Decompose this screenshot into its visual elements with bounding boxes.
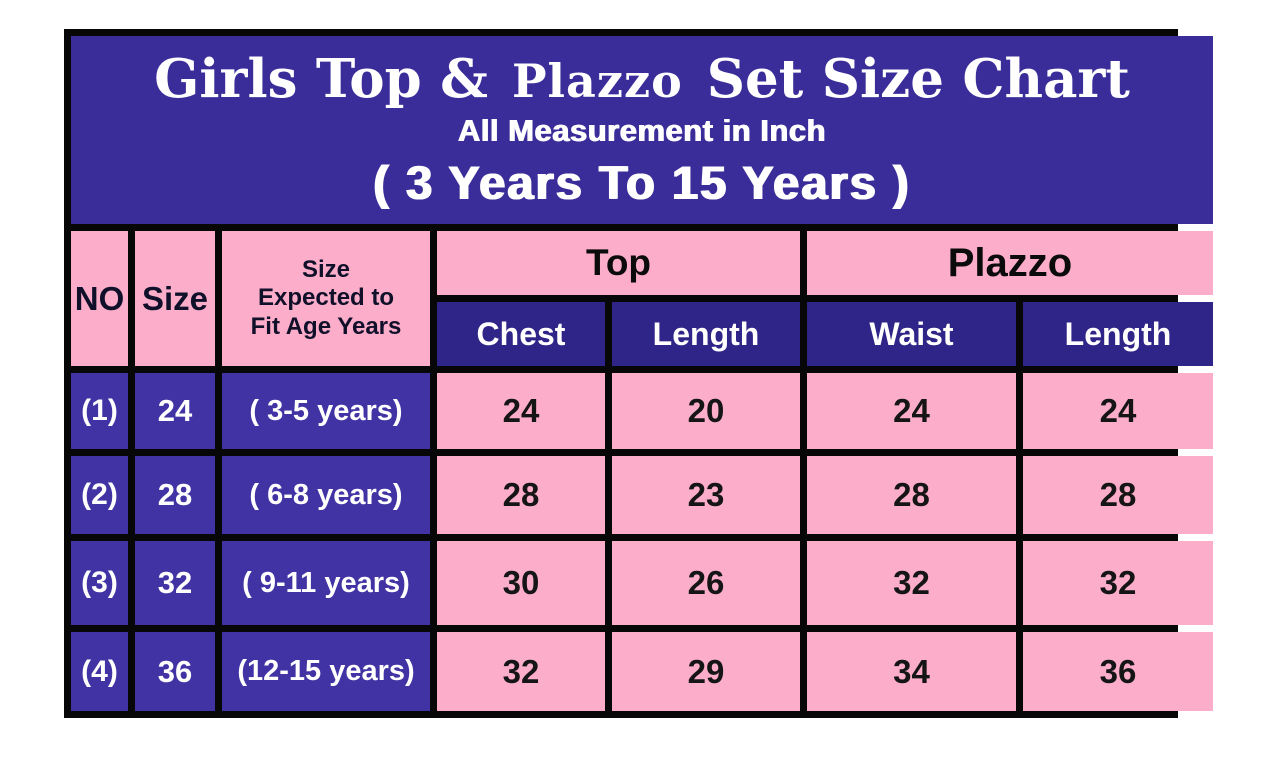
col-header-age: Size Expected to Fit Age Years xyxy=(222,231,430,366)
banner-title: Girls Top & Plazzo Set Size Chart xyxy=(154,51,1130,108)
cell-size: 28 xyxy=(135,456,215,534)
cell-chest: 30 xyxy=(437,541,605,625)
cell-size: 36 xyxy=(135,632,215,711)
cell-plazzo-length: 36 xyxy=(1023,632,1213,711)
banner-title-part3: Set Size Chart xyxy=(706,47,1130,110)
cell-top-length: 23 xyxy=(612,456,800,534)
group-header-top: Top xyxy=(437,231,800,295)
cell-top-length: 29 xyxy=(612,632,800,711)
banner-age-range: ( 3 Years To 15 Years ) xyxy=(373,156,911,210)
cell-waist: 28 xyxy=(807,456,1016,534)
col-header-age-line1: Size xyxy=(301,256,351,284)
col-header-no: NO xyxy=(71,231,128,366)
size-chart-table: Girls Top & Plazzo Set Size Chart All Meas… xyxy=(64,29,1213,718)
banner-title-part1: Girls Top & xyxy=(154,47,488,110)
col-header-age-line2: Expected to xyxy=(257,284,395,312)
cell-chest: 24 xyxy=(437,373,605,449)
subheader-top-length: Length xyxy=(612,302,800,366)
banner-subtitle: All Measurement in Inch xyxy=(457,113,827,149)
col-header-age-line3: Fit Age Years xyxy=(250,312,402,340)
cell-no: (3) xyxy=(71,541,128,625)
cell-waist: 34 xyxy=(807,632,1016,711)
cell-no: (1) xyxy=(71,373,128,449)
subheader-plazzo-length: Length xyxy=(1023,302,1213,366)
banner: Girls Top & Plazzo Set Size Chart All Meas… xyxy=(71,36,1213,224)
cell-top-length: 26 xyxy=(612,541,800,625)
cell-no: (2) xyxy=(71,456,128,534)
cell-size: 32 xyxy=(135,541,215,625)
cell-age: ( 9-11 years) xyxy=(222,541,430,625)
cell-size: 24 xyxy=(135,373,215,449)
size-chart: Girls Top & Plazzo Set Size Chart All Meas… xyxy=(64,29,1213,718)
cell-top-length: 20 xyxy=(612,373,800,449)
cell-age: (12-15 years) xyxy=(222,632,430,711)
col-header-size: Size xyxy=(135,231,215,366)
subheader-waist: Waist xyxy=(807,302,1016,366)
banner-title-part2: Plazzo xyxy=(511,53,683,108)
cell-chest: 28 xyxy=(437,456,605,534)
cell-age: ( 6-8 years) xyxy=(222,456,430,534)
cell-plazzo-length: 32 xyxy=(1023,541,1213,625)
group-header-plazzo: Plazzo xyxy=(807,231,1213,295)
cell-chest: 32 xyxy=(437,632,605,711)
cell-plazzo-length: 24 xyxy=(1023,373,1213,449)
subheader-chest: Chest xyxy=(437,302,605,366)
cell-waist: 24 xyxy=(807,373,1016,449)
cell-no: (4) xyxy=(71,632,128,711)
cell-age: ( 3-5 years) xyxy=(222,373,430,449)
cell-waist: 32 xyxy=(807,541,1016,625)
cell-plazzo-length: 28 xyxy=(1023,456,1213,534)
